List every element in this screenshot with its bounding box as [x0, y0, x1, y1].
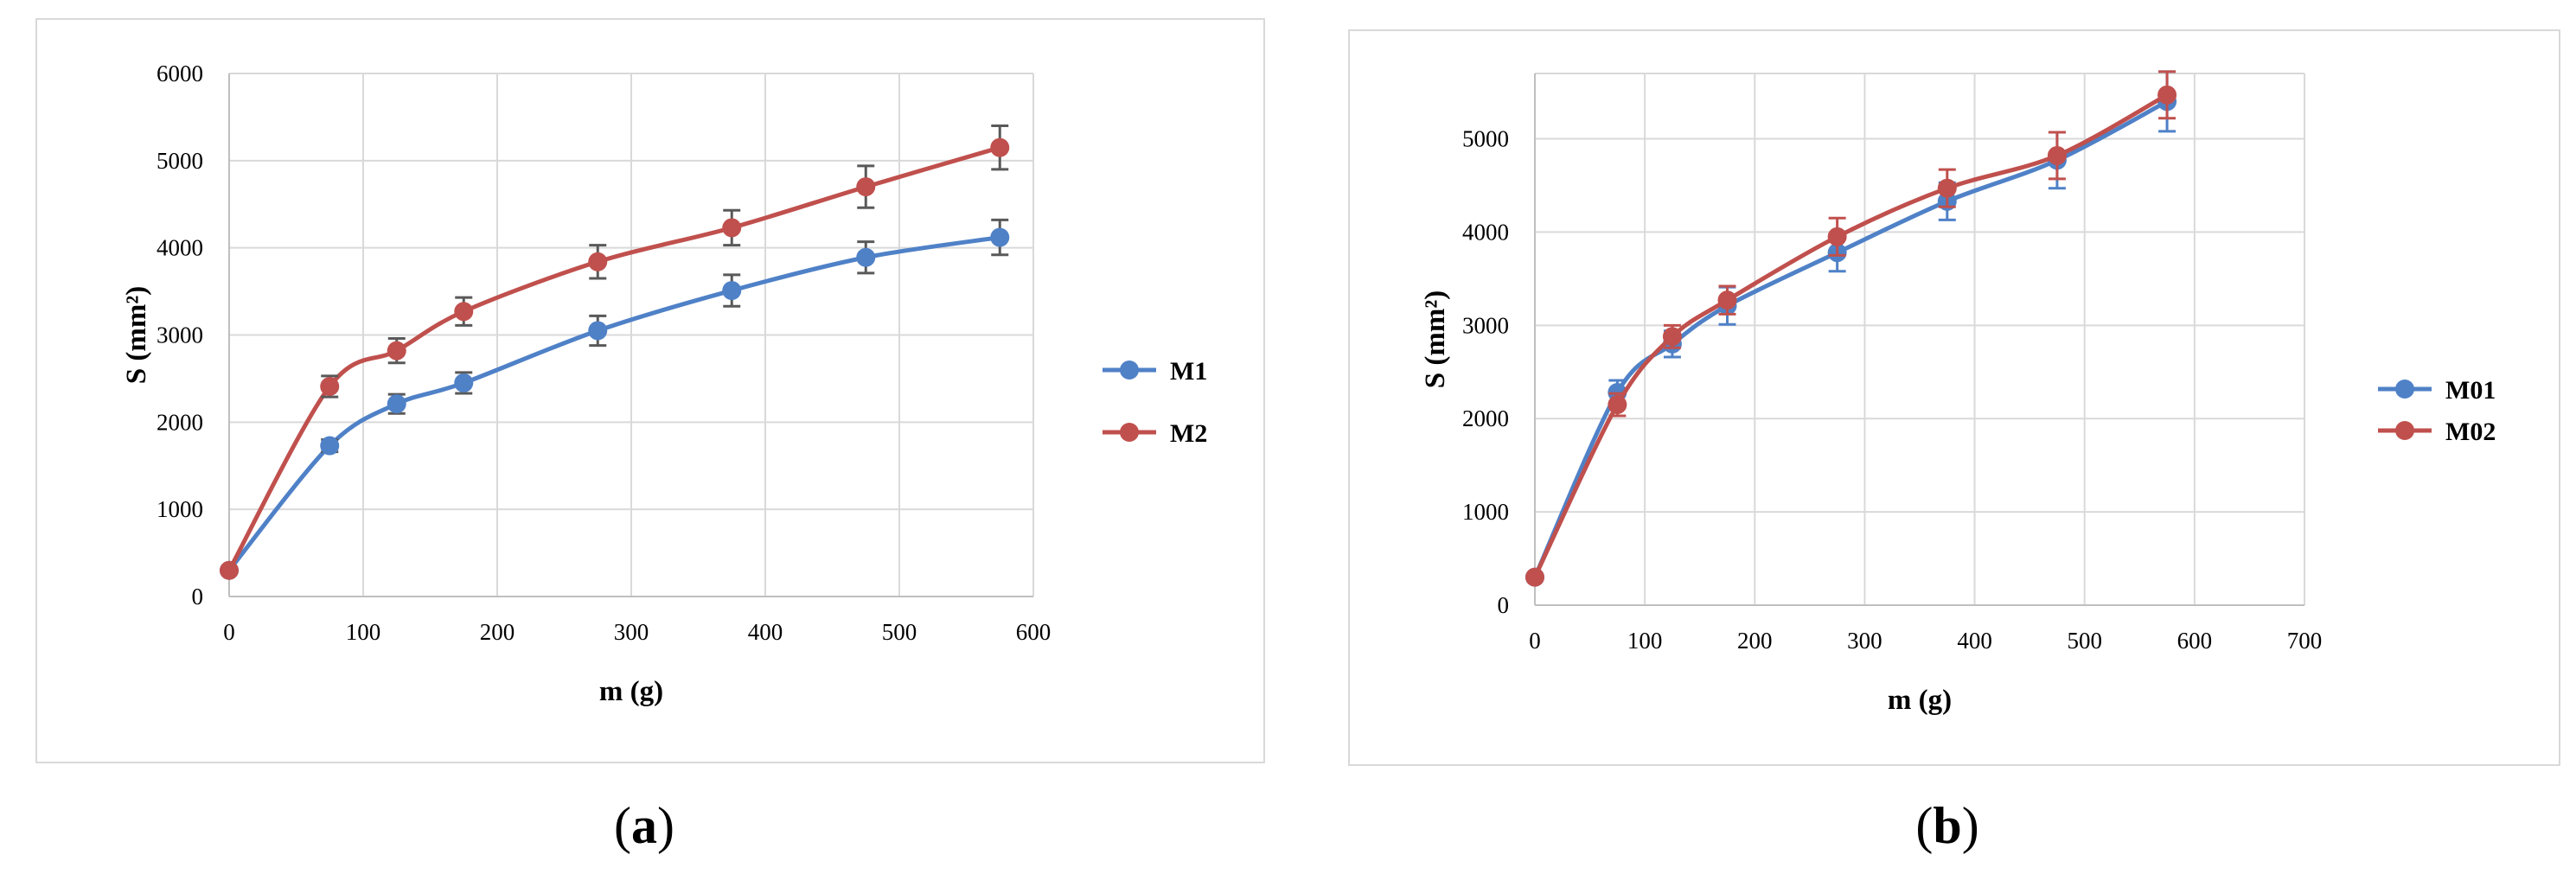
chart-b-x-tick-label: 0 [1529, 628, 1541, 654]
chart-b-panel-label: (b) [1915, 797, 1978, 854]
chart-a-y-tick-label: 0 [192, 584, 204, 609]
chart-a-series-M2-point [454, 302, 474, 322]
chart-a-series-M2-point [387, 341, 406, 361]
chart-b-legend-M02-marker [2395, 421, 2414, 440]
chart-a-series-M1-point [454, 373, 474, 392]
chart-a-y-tick-label: 3000 [157, 322, 203, 348]
chart-b-x-tick-label: 100 [1627, 628, 1663, 654]
chart-b-x-tick-label: 600 [2177, 628, 2213, 654]
chart-a-series-M1-point [856, 247, 876, 267]
chart-b-series-M02-point [2157, 85, 2177, 105]
chart-a-series-M1-point [722, 281, 742, 301]
chart-b-y-tick-label: 2000 [1462, 405, 1509, 431]
chart-b-x-tick-label: 400 [1957, 628, 1992, 654]
chart-a-frame [35, 18, 1265, 763]
chart-b-frame [1348, 29, 2560, 766]
chart-b-x-tick-label: 500 [2067, 628, 2102, 654]
chart-a-svg: 0 100 200 300 400 500 600010002000300040005000… [35, 18, 1265, 854]
chart-a-y-tick-label: 6000 [157, 61, 203, 86]
chart-b-svg: 0 100 200 300 400 500 600 700 0 1000 2000 3000 4000 5… [1348, 29, 2560, 854]
chart-b-series-M02-point [1717, 290, 1737, 310]
chart-b-series-M02-point [1937, 178, 1957, 198]
chart-a-panel-label: (a) [614, 797, 674, 854]
chart-b-y-axis-title: S (mm²) [1420, 290, 1451, 388]
chart-a-series-M1-point [588, 321, 608, 341]
chart-b-x-axis-title: m (g) [1888, 685, 1952, 716]
chart-a-x-tick-label: 0 [223, 619, 235, 645]
chart-panel-a: 0 100 200 300 400 500 600 0 1000 2000 3000 4000 5000… [35, 18, 1265, 854]
chart-a-x-tick-label: 600 [1016, 619, 1051, 645]
chart-a-series-M2-point [722, 218, 742, 238]
chart-b-y-tick-label: 1000 [1462, 499, 1509, 525]
chart-a-y-axis-title: S (mm²) [121, 286, 152, 384]
chart-panel-b: 0 100 200 300 400 500 600 700 0 1000 2000 3000 4000 5… [1332, 0, 2576, 887]
chart-a-x-tick-label: 300 [614, 619, 649, 645]
chart-b-y-tick-label: 5000 [1462, 126, 1509, 152]
chart-a-x-tick-label: 500 [882, 619, 917, 645]
chart-b-series-M02-point [1525, 567, 1544, 587]
chart-a-x-axis-title: m (g) [599, 676, 663, 707]
chart-a-series-M1-point [387, 394, 406, 414]
chart-b-series-M02-point [1827, 227, 1847, 246]
chart-a-series-M2-point [320, 376, 340, 396]
chart-b-legend-M01-label: M01 [2445, 376, 2496, 405]
chart-b-legend-M01-marker [2395, 380, 2414, 399]
chart-a-legend-M1-marker [1120, 361, 1139, 380]
chart-a-legend-M2-label: M2 [1170, 419, 1207, 448]
chart-a-y-tick-label: 5000 [157, 148, 203, 174]
chart-b-y-tick-label: 3000 [1462, 312, 1509, 338]
chart-a-series-M2-point [220, 560, 239, 580]
chart-a-series-M2-point [856, 177, 876, 197]
chart-a-series-M2-point [990, 137, 1010, 157]
chart-a-y-tick-label: 1000 [157, 496, 203, 522]
chart-a-series-M1-point [990, 227, 1010, 247]
chart-a-x-tick-label: 400 [748, 619, 783, 645]
chart-b-series-M02-point [1608, 395, 1627, 415]
chart-a-y-tick-label: 4000 [157, 235, 203, 261]
chart-b-x-tick-label: 300 [1847, 628, 1882, 654]
chart-b-y-tick-label: 0 [1498, 592, 1510, 618]
chart-a-series-M1-point [320, 436, 340, 456]
chart-a-x-tick-label: 200 [480, 619, 515, 645]
chart-b-legend-M02-label: M02 [2445, 418, 2496, 446]
chart-a-legend-M2-marker [1120, 423, 1139, 442]
chart-a-y-tick-label: 2000 [157, 409, 203, 435]
chart-b-series-M02-point [2047, 145, 2067, 165]
chart-b-y-tick-label: 4000 [1462, 219, 1509, 245]
chart-a-x-tick-label: 100 [346, 619, 381, 645]
chart-b-x-tick-label: 200 [1737, 628, 1773, 654]
chart-b-series-M02-point [1662, 327, 1682, 347]
chart-b-x-tick-label: 700 [2287, 628, 2323, 654]
chart-a-legend-M1-label: M1 [1170, 357, 1207, 386]
chart-a-series-M2-point [588, 252, 608, 271]
